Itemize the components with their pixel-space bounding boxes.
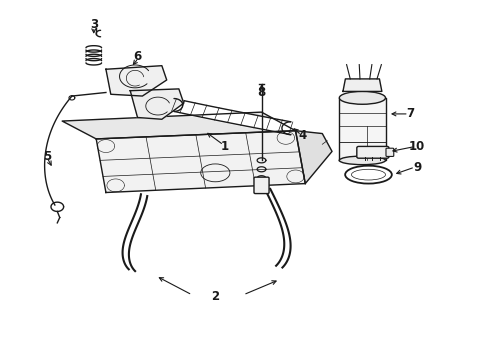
Polygon shape xyxy=(96,131,305,193)
Text: 2: 2 xyxy=(211,289,219,303)
Text: 9: 9 xyxy=(412,161,420,174)
FancyBboxPatch shape xyxy=(356,147,388,158)
Text: 10: 10 xyxy=(408,140,425,153)
Polygon shape xyxy=(62,112,295,139)
Text: 3: 3 xyxy=(89,18,98,31)
Polygon shape xyxy=(295,131,331,184)
Text: 4: 4 xyxy=(298,129,306,142)
FancyBboxPatch shape xyxy=(253,177,268,194)
FancyBboxPatch shape xyxy=(385,148,393,157)
Text: 6: 6 xyxy=(133,50,142,63)
Polygon shape xyxy=(130,89,183,119)
Polygon shape xyxy=(339,98,385,160)
Polygon shape xyxy=(342,79,381,91)
Polygon shape xyxy=(106,66,166,96)
Text: 7: 7 xyxy=(405,107,413,120)
Text: 5: 5 xyxy=(43,150,52,163)
Text: 8: 8 xyxy=(257,86,265,99)
Text: 1: 1 xyxy=(221,140,229,153)
Ellipse shape xyxy=(339,91,385,104)
Ellipse shape xyxy=(339,156,385,165)
